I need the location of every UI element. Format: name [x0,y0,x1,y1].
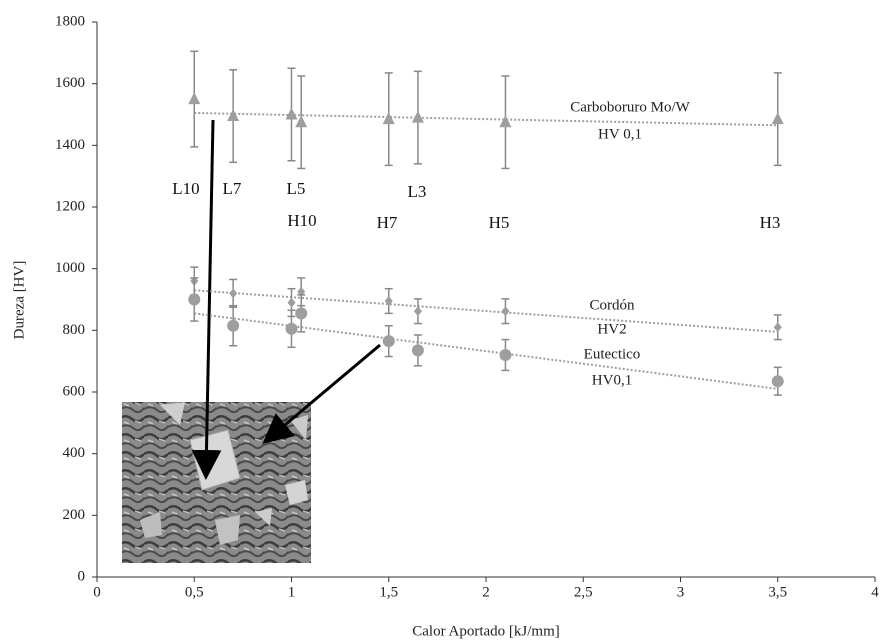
point [411,110,424,123]
series-label: Cordón [590,297,636,313]
x-tick-label: 2 [482,584,490,600]
point [229,288,238,299]
x-tick-label: 4 [871,584,879,600]
point [287,297,296,308]
x-tick-label: 3 [677,584,685,600]
point [771,112,784,125]
y-axis-label: Dureza [HV] [11,261,27,340]
annotation: L5 [287,179,306,198]
point [773,322,782,333]
annotation: H7 [377,213,398,232]
x-tick-label: 0,5 [185,584,204,600]
point [771,375,784,388]
point [285,107,298,120]
arrow [262,343,381,444]
point [413,306,422,317]
y-tick-label: 600 [63,383,86,399]
series-label: Carboboruro Mo/W [570,99,690,115]
x-tick-label: 2,5 [574,584,593,600]
point [188,293,201,306]
arrow [191,119,222,480]
point [411,344,424,357]
y-tick-label: 1400 [55,137,85,153]
point [499,349,512,361]
series-sublabel: HV 0,1 [598,126,642,142]
annotation: H5 [489,213,510,232]
annotation: H3 [760,213,781,232]
y-tick-label: 400 [63,445,86,461]
point [285,322,298,335]
trendline [194,111,778,127]
point [188,92,201,105]
point [382,335,395,348]
point [384,296,393,307]
y-tick-label: 800 [63,322,86,338]
y-tick-label: 200 [63,507,86,523]
annotation: L3 [408,182,427,201]
annotation: L10 [172,179,199,198]
point [295,307,308,320]
point [227,109,240,122]
x-tick-label: 0 [93,584,101,600]
point [382,112,395,125]
point [295,115,308,128]
point [499,115,512,128]
annotation: L7 [223,179,242,198]
y-tick-label: 1000 [55,260,85,276]
x-tick-label: 1,5 [379,584,398,600]
x-tick-label: 1 [288,584,296,600]
annotation: H10 [287,211,316,230]
y-tick-label: 1800 [55,13,85,29]
y-tick-label: 0 [78,568,86,584]
point [501,306,510,317]
series-label: Eutectico [584,346,641,362]
x-tick-label: 3,5 [768,584,787,600]
x-axis-label: Calor Aportado [kJ/mm] [412,623,559,639]
series-sublabel: HV2 [597,321,626,337]
y-tick-label: 1600 [55,75,85,91]
point [227,319,240,332]
y-tick-label: 1200 [55,198,85,214]
series-sublabel: HV0,1 [592,372,632,388]
